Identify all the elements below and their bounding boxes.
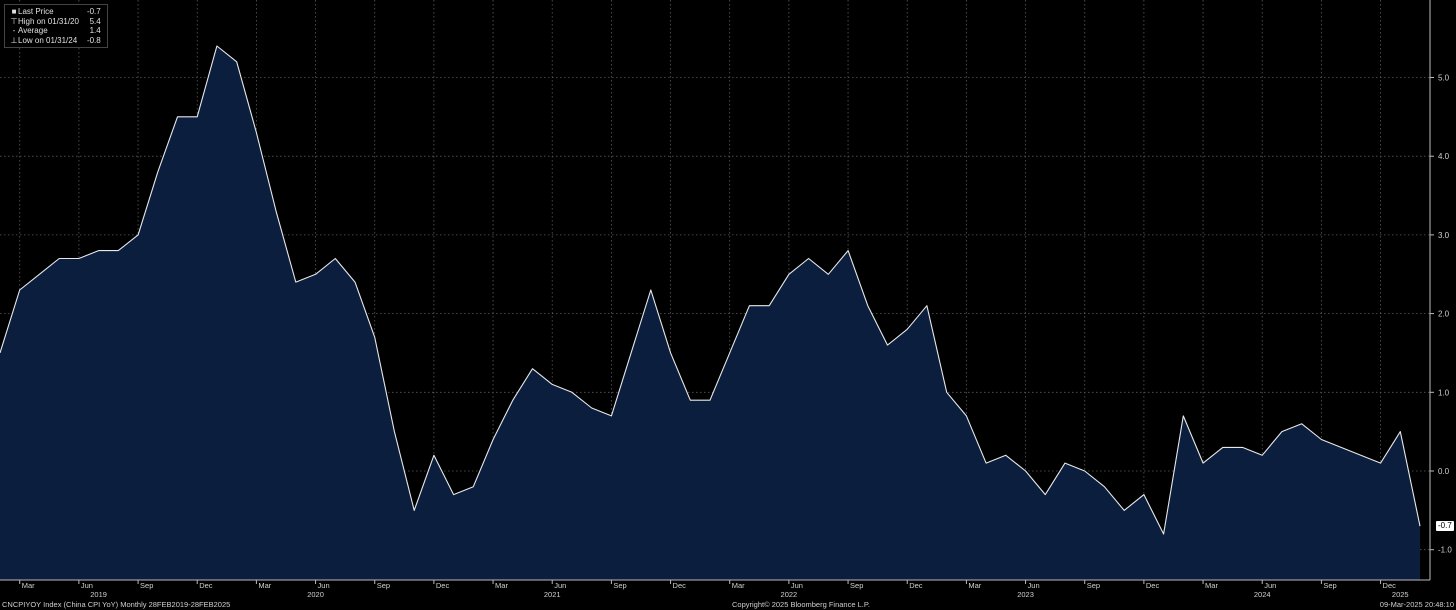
x-year-label: 2020 [307, 590, 324, 599]
x-tick-label: Mar [732, 581, 745, 590]
legend-symbol-icon: ■ [11, 7, 17, 16]
x-year-label: 2024 [1254, 590, 1271, 599]
x-tick-label: Dec [673, 581, 687, 590]
footer-timestamp: 09-Mar-2025 20:48:10 [1379, 600, 1454, 609]
x-tick-label: Jun [1264, 581, 1276, 590]
x-tick-label: Sep [1323, 581, 1336, 590]
x-year-label: 2022 [781, 590, 798, 599]
x-tick-label: Dec [909, 581, 923, 590]
legend-symbol-icon: ⊤ [10, 16, 18, 26]
legend-value: -0.7 [86, 7, 101, 16]
x-year-label: 2025 [1392, 590, 1409, 599]
legend-item: ■ Last Price -0.7 [8, 7, 103, 17]
footer-copyright: Copyright© 2025 Bloomberg Finance L.P. [732, 600, 870, 609]
legend-item: ⊥Low on 01/31/24 -0.8 [8, 36, 103, 46]
y-tick-label: -1.0 [1438, 546, 1452, 555]
y-tick-label: 4.0 [1438, 152, 1450, 161]
legend-symbol-icon: - [12, 26, 16, 35]
series-area-fill [0, 46, 1420, 580]
legend-value: 5.4 [89, 16, 101, 26]
x-tick-label: Mar [258, 581, 271, 590]
y-tick-label: 3.0 [1438, 231, 1450, 240]
x-year-label: 2021 [544, 590, 561, 599]
x-tick-label: Dec [1383, 581, 1397, 590]
y-tick-label: 0.0 [1438, 467, 1450, 476]
x-tick-label: Mar [495, 581, 508, 590]
legend-item: ⊤High on 01/31/20 5.4 [8, 17, 103, 27]
legend-label: Last Price [18, 7, 54, 16]
legend-label: High on 01/31/20 [18, 16, 79, 26]
y-tick-label: 1.0 [1438, 388, 1450, 397]
x-tick-label: Sep [377, 581, 390, 590]
legend-label: Average [18, 26, 48, 35]
series-area [0, 45, 1421, 580]
x-tick-label: Sep [850, 581, 863, 590]
x-tick-label: Mar [968, 581, 981, 590]
x-tick-label: Jun [318, 581, 330, 590]
legend-value: -0.8 [86, 35, 101, 45]
footer-ticker: CNCPIYOY Index (China CPI YoY) Monthly 2… [2, 600, 231, 609]
x-tick-label: Jun [1028, 581, 1040, 590]
x-tick-label: Jun [554, 581, 566, 590]
x-year-label: 2023 [1017, 590, 1034, 599]
legend-symbol-icon: ⊥ [10, 35, 18, 45]
x-tick-label: Dec [436, 581, 450, 590]
grid-lines [0, 0, 1430, 580]
x-tick-label: Jun [81, 581, 93, 590]
last-price-badge: -0.7 [1436, 521, 1454, 532]
x-year-label: 2019 [90, 590, 107, 599]
x-tick-label: Mar [22, 581, 35, 590]
y-tick-label: 5.0 [1438, 74, 1450, 83]
legend-value: 1.4 [89, 26, 101, 35]
x-tick-label: Jun [791, 581, 803, 590]
x-tick-label: Sep [1087, 581, 1100, 590]
x-tick-label: Dec [1146, 581, 1160, 590]
legend-item: - Average 1.4 [8, 26, 103, 36]
x-tick-label: Dec [199, 581, 213, 590]
x-tick-label: Mar [1205, 581, 1218, 590]
legend-box: ■ Last Price -0.7 ⊤High on 01/31/20 5.4- Aver… [4, 4, 108, 48]
x-tick-label: Sep [613, 581, 626, 590]
x-tick-label: Sep [140, 581, 153, 590]
legend-label: Low on 01/31/24 [18, 35, 78, 45]
axes: -1.0 0.0 1.0 2.0 3.0 4.0 5.0 Mar Jun Sep Dec Mar Jun… [0, 0, 1452, 599]
y-tick-label: 2.0 [1438, 310, 1450, 319]
